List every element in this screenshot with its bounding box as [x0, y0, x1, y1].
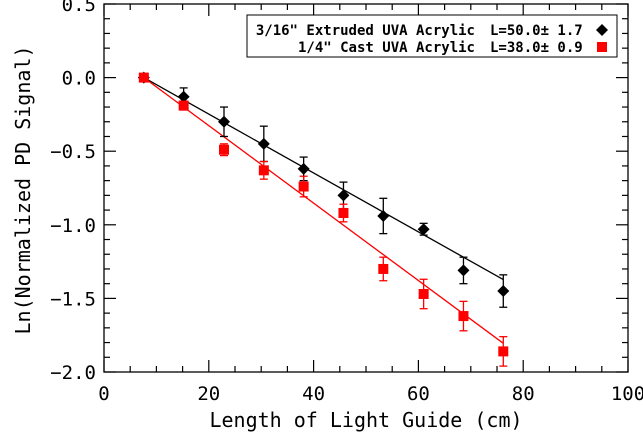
diamond-point [596, 24, 608, 36]
square-point [218, 144, 229, 155]
square-point [418, 288, 429, 299]
square-point [258, 165, 269, 176]
y-tick-label: −1.5 [50, 288, 96, 310]
legend-series-value: L=50.0± 1.7 [490, 23, 583, 39]
y-tick-label: −2.0 [50, 362, 96, 384]
square-point [597, 42, 607, 52]
diamond-point [497, 285, 510, 298]
square-point [178, 100, 189, 111]
x-tick-label: 0 [98, 383, 109, 405]
x-tick-label: 100 [611, 383, 643, 405]
x-tick-label: 40 [302, 383, 325, 405]
y-axis-label: Ln(Normalized PD Signal) [11, 46, 35, 335]
square-point [498, 346, 509, 357]
y-tick-label: −1.0 [50, 215, 96, 237]
legend: 3/16" Extruded UVA Acrylic L=50.0± 1.7 1/4… [246, 14, 618, 58]
error-bars [179, 87, 508, 367]
diamond-point [337, 189, 350, 202]
legend-box [246, 14, 618, 58]
axis-ticks [103, 3, 629, 373]
diamond-point [457, 264, 470, 277]
square-point [458, 311, 469, 322]
square-point [338, 208, 349, 219]
y-tick-label: 0.0 [62, 68, 96, 90]
y-tick-label: −0.5 [50, 141, 96, 163]
y-tick-label: 0.5 [62, 0, 96, 16]
diamond-point [377, 209, 390, 222]
fit-line-extruded [143, 77, 504, 281]
fit-line-cast [143, 77, 504, 344]
diamond-point [177, 90, 190, 103]
tick-labels: 0 20 40 60 80 100 0.5 0.0 −0.5 −1.0 −1.5 −2.0 [50, 0, 643, 405]
square-point [378, 263, 389, 274]
x-tick-label: 80 [512, 383, 535, 405]
data-points [137, 71, 510, 357]
legend-series-name: 3/16" Extruded UVA Acrylic [256, 23, 475, 39]
diamond-point [297, 162, 310, 175]
square-point [138, 72, 149, 83]
fit-lines [143, 77, 504, 344]
plot-frame [103, 3, 629, 373]
diamond-point [217, 115, 230, 128]
square-point [298, 181, 309, 192]
diamond-point [257, 137, 270, 150]
legend-series-name: 1/4" Cast UVA Acrylic [298, 40, 475, 56]
diamond-point [417, 223, 430, 236]
legend-series-value: L=38.0± 0.9 [490, 40, 583, 56]
x-tick-label: 20 [197, 383, 220, 405]
x-axis-label: Length of Light Guide (cm) [209, 408, 522, 432]
x-tick-label: 60 [407, 383, 430, 405]
